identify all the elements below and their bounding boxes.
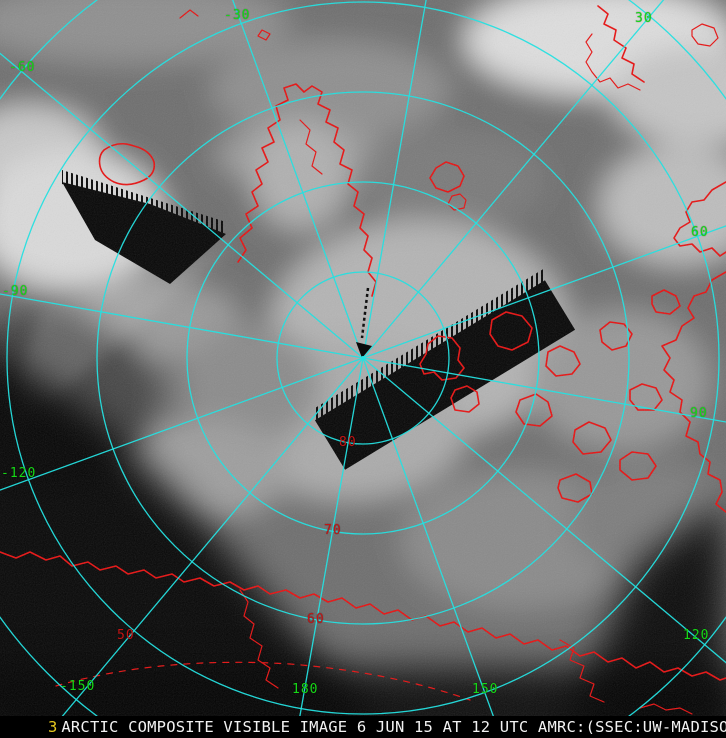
grid-labels: -30 30 -60 60 -90 90 -120 120 -150 180 150 80 70 60 50 [1, 8, 710, 697]
caption-channel-number: 3 [48, 718, 58, 736]
satellite-image-layers [0, 0, 726, 716]
lon-label-90: 90 [690, 406, 708, 421]
lon-label--60: -60 [9, 60, 36, 75]
lat-label-50: 50 [117, 628, 135, 643]
lon-label--30: -30 [224, 8, 251, 23]
lon-label-60: 60 [691, 225, 709, 240]
pole-marker-icon [356, 287, 372, 360]
graticule [0, 0, 726, 716]
satellite-map: -30 30 -60 60 -90 90 -120 120 -150 180 150 80 70 60 50 [0, 0, 726, 716]
lon-label-180: 180 [292, 682, 319, 697]
lon-label--120: -120 [1, 466, 37, 481]
caption-bar: 3 ARCTIC COMPOSITE VISIBLE IMAGE 6 JUN 15… [0, 716, 726, 738]
lon-label-150: 150 [472, 682, 499, 697]
lon-label--150: -150 [60, 679, 96, 694]
caption-text: ARCTIC COMPOSITE VISIBLE IMAGE 6 JUN 15 … [61, 718, 726, 736]
lat-label-60: 60 [307, 612, 325, 627]
lat-label-80: 80 [339, 435, 357, 450]
lon-label-120: 120 [683, 628, 710, 643]
lon-label-30: 30 [635, 11, 653, 26]
lon-label--90: -90 [2, 284, 29, 299]
lat-label-70: 70 [324, 523, 342, 538]
